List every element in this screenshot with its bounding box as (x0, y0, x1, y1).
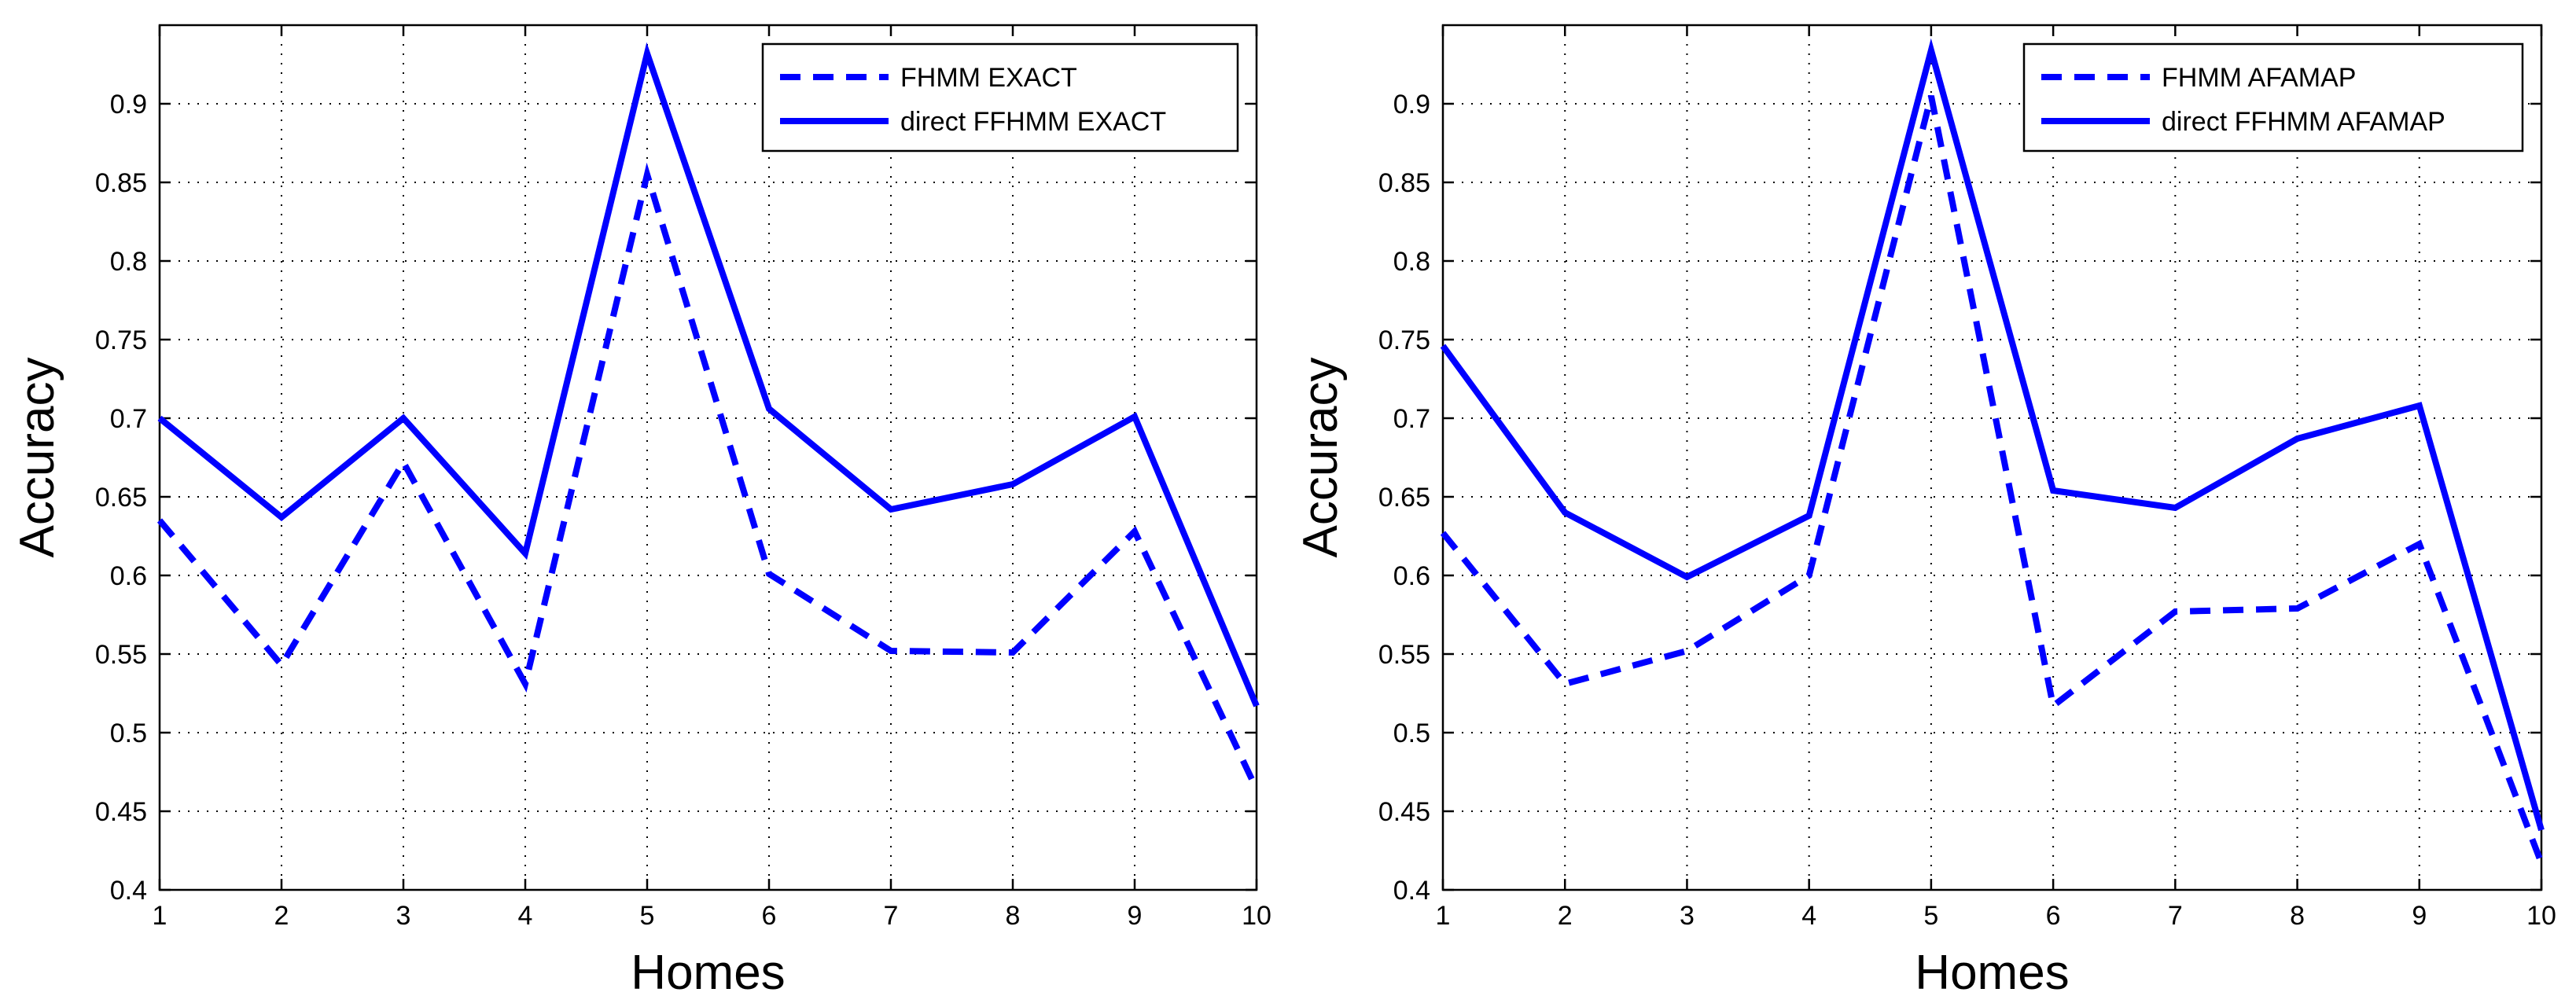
legend: FHMM AFAMAP direct FFHMM AFAMAP (2022, 42, 2524, 153)
y-tick-label: 0.75 (95, 325, 147, 355)
x-tick-label: 6 (2046, 901, 2061, 931)
y-tick-label: 0.9 (110, 90, 147, 119)
x-tick-label: 4 (518, 901, 533, 931)
series-line-1 (1440, 95, 2545, 865)
y-tick-label: 0.65 (95, 483, 147, 513)
x-axis-label: Homes (631, 946, 785, 1000)
y-tick-label: 0.8 (110, 247, 147, 277)
y-axis-label: Accuracy (10, 358, 64, 558)
legend: FHMM EXACT direct FFHMM EXACT (761, 42, 1239, 153)
y-tick-label: 0.9 (1393, 90, 1430, 119)
x-tick-label: 1 (1436, 901, 1451, 931)
ticks: 1 2 3 4 5 6 7 8 9 10 0.4 0.45 0.5 0.55 0.6 0.65 0.7 0.75 0… (95, 25, 1271, 931)
y-tick-label: 0.55 (1378, 640, 1430, 670)
y-tick-label: 0.45 (1378, 797, 1430, 827)
x-axis-label: Homes (1915, 946, 2069, 1000)
series-group (156, 42, 1260, 791)
x-tick-label: 9 (1128, 901, 1143, 931)
series-line-1 (156, 162, 1260, 791)
y-tick-label: 0.4 (110, 876, 147, 906)
y-tick-label: 0.7 (1393, 404, 1430, 434)
x-tick-label: 2 (274, 901, 289, 931)
y-tick-label: 0.65 (1378, 483, 1430, 513)
x-tick-label: 10 (2526, 901, 2556, 931)
y-tick-label: 0.75 (1378, 325, 1430, 355)
legend-label-2: direct FFHMM AFAMAP (2162, 107, 2445, 137)
legend-label-1: FHMM EXACT (900, 63, 1077, 93)
x-tick-label: 6 (762, 901, 777, 931)
y-tick-label: 0.7 (110, 404, 147, 434)
x-tick-label: 10 (1242, 901, 1271, 931)
x-tick-label: 8 (1006, 901, 1021, 931)
x-tick-label: 4 (1801, 901, 1816, 931)
y-tick-label: 0.8 (1393, 247, 1430, 277)
chart-panel-2: 1 2 3 4 5 6 7 8 9 10 0.4 0.45 0.5 0.55 0.6 0.65 0.7 0.75 0… (1294, 24, 2556, 1000)
plot-area-frame (1441, 24, 2543, 891)
legend-box (761, 42, 1239, 153)
y-tick-label: 0.5 (1393, 718, 1430, 748)
legend-label-1: FHMM AFAMAP (2162, 63, 2356, 93)
ticks: 1 2 3 4 5 6 7 8 9 10 0.4 0.45 0.5 0.55 0.6 0.65 0.7 0.75 0… (1378, 25, 2556, 931)
series-line-2 (1440, 38, 2545, 832)
y-tick-label: 0.6 (110, 561, 147, 591)
y-tick-label: 0.45 (95, 797, 147, 827)
y-tick-label: 0.55 (95, 640, 147, 670)
y-tick-label: 0.85 (1378, 168, 1430, 198)
y-tick-label: 0.4 (1393, 876, 1430, 906)
x-tick-label: 5 (1923, 901, 1938, 931)
x-tick-label: 2 (1558, 901, 1573, 931)
legend-box (2022, 42, 2524, 153)
series-group (1440, 38, 2545, 865)
grid (1443, 25, 2541, 890)
x-tick-label: 9 (2412, 901, 2427, 931)
y-tick-label: 0.6 (1393, 561, 1430, 591)
x-tick-label: 5 (640, 901, 655, 931)
x-tick-label: 7 (2168, 901, 2183, 931)
x-tick-label: 3 (1680, 901, 1695, 931)
y-tick-label: 0.85 (95, 168, 147, 198)
grid (160, 25, 1257, 890)
x-tick-label: 1 (153, 901, 167, 931)
x-tick-label: 3 (396, 901, 411, 931)
x-tick-label: 7 (884, 901, 899, 931)
series-line-2 (157, 42, 1260, 707)
y-tick-label: 0.5 (110, 718, 147, 748)
x-tick-label: 8 (2290, 901, 2305, 931)
plot-area-frame (158, 24, 1258, 891)
chart-panel-1: 1 2 3 4 5 6 7 8 9 10 0.4 0.45 0.5 0.55 0.6 0.65 0.7 0.75 0… (10, 24, 1271, 1000)
y-axis-label: Accuracy (1294, 358, 1348, 558)
legend-label-2: direct FFHMM EXACT (900, 107, 1166, 137)
